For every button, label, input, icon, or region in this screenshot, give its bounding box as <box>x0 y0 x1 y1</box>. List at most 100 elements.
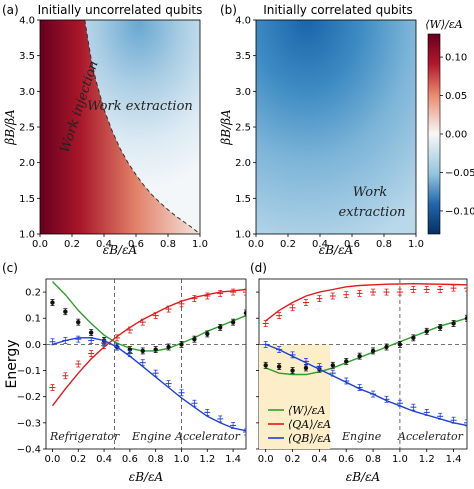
x-tick-label: 0.0 <box>248 239 264 250</box>
x-tick-label: 0.6 <box>122 454 138 465</box>
panel-a-axes: 0.0 0.2 0.4 0.6 0.8 1.0 1.0 1.5 2.0 2.5 3.0 3.5 4.0 <box>19 16 208 251</box>
x-tick-label: 0.8 <box>376 239 392 250</box>
panel-c-xlabel: εB/εA <box>129 470 164 484</box>
colorbar-tick-label: 0.10 <box>445 53 467 64</box>
y-tick-label: 2.0 <box>235 158 251 169</box>
x-tick-label: 0.8 <box>160 239 176 250</box>
panel-d-region-engine: Engine <box>341 430 382 443</box>
x-tick-label: 0.2 <box>285 454 301 465</box>
x-tick-label: 0.0 <box>44 454 60 465</box>
panel-b-extraction-region <box>256 20 416 234</box>
y-tick-label: 4.0 <box>19 16 35 27</box>
y-tick-label: −0.1 <box>17 366 41 377</box>
panel-b-xlabel: εB/εA <box>319 243 354 257</box>
y-tick-label: 3.0 <box>19 87 35 98</box>
panel-d-label: (d) <box>250 261 267 275</box>
panel-a-annotation-extraction-line1: Work extraction <box>87 99 193 114</box>
x-tick-label: 0.6 <box>344 239 360 250</box>
y-tick-label: 3.0 <box>235 87 251 98</box>
panel-c-plot: 0.0 0.2 0.4 0.6 0.8 1.0 1.2 1.4 0.2 0.1 0.0 −0.1 −0.… <box>4 278 247 484</box>
y-tick-label: −0.3 <box>17 418 41 429</box>
panel-a-heatmap: Work injection Work extraction 0.0 0.2 0.4… <box>3 16 208 258</box>
panel-d-legend: ⟨W⟩/εA⟨QA⟩/εA⟨QB⟩/εA <box>268 404 331 445</box>
panel-c-region-engine: Engine <box>131 430 172 443</box>
panel-a-ylabel: βB/βA <box>3 109 17 146</box>
data-point <box>243 310 246 316</box>
panel-b-annotation-work: Work <box>353 185 388 200</box>
y-tick-label: 2.5 <box>235 123 251 134</box>
panel-c-ylabel: Energy <box>4 339 20 388</box>
x-tick-label: 0.0 <box>32 239 48 250</box>
x-tick-label: 0.8 <box>365 454 381 465</box>
panel-c-region-refrigerator: Refrigerator <box>49 430 120 443</box>
x-tick-label: 0.4 <box>311 454 327 465</box>
panel-b-label: (b) <box>220 3 237 17</box>
panel-a-title: Initially uncorrelated qubits <box>38 3 203 17</box>
colorbar-tick-label: 0.00 <box>445 130 467 141</box>
x-tick-label: 0.2 <box>64 239 80 250</box>
shaded-band <box>259 344 331 449</box>
y-tick-label: 1.0 <box>19 230 35 241</box>
panel-d-region-accelerator: Accelerator <box>397 430 464 443</box>
legend-label: ⟨QB⟩/εA <box>288 432 331 445</box>
panel-c-label: (c) <box>2 261 18 275</box>
y-tick-label: 1.5 <box>235 194 251 205</box>
series-line-0 <box>52 281 246 352</box>
panel-b-annotation-extraction: extraction <box>338 205 405 220</box>
colorbar-tick-label: −0.05 <box>445 168 474 179</box>
series-line-0 <box>265 317 467 376</box>
y-tick-label: 0.2 <box>25 288 41 299</box>
y-tick-label: 3.5 <box>235 51 251 62</box>
y-tick-label: −0.4 <box>17 445 41 456</box>
x-tick-label: 1.4 <box>446 454 462 465</box>
colorbar-tick-label: −0.10 <box>445 206 474 217</box>
colorbar-tick-label: 0.05 <box>445 91 467 102</box>
x-tick-label: 1.0 <box>174 454 190 465</box>
x-tick-label: 0.2 <box>70 454 86 465</box>
panel-d-plot: 0.0 0.2 0.4 0.6 0.8 1.0 1.2 1.4 Engine Accelera… <box>256 278 468 484</box>
legend-label: ⟨W⟩/εA <box>288 404 325 417</box>
series-line-2 <box>52 337 246 432</box>
panel-d-axes: 0.0 0.2 0.4 0.6 0.8 1.0 1.2 1.4 <box>256 291 462 465</box>
y-tick-label: 1.0 <box>235 230 251 241</box>
panel-a-label: (a) <box>2 3 19 17</box>
series-line-2 <box>265 343 467 427</box>
data-point <box>464 316 467 321</box>
x-tick-label: 0.4 <box>96 454 112 465</box>
x-tick-label: 0.2 <box>280 239 296 250</box>
colorbar-scale <box>427 33 441 235</box>
panel-a-injection-region <box>40 20 200 234</box>
panel-d-xlabel: εB/εA <box>346 470 381 484</box>
x-tick-label: 1.2 <box>199 454 215 465</box>
x-tick-label: 1.0 <box>192 239 208 250</box>
panel-b-ylabel: βB/βA <box>219 109 233 146</box>
x-tick-label: 0.6 <box>338 454 354 465</box>
series-line-1 <box>265 282 467 322</box>
colorbar: ⟨W⟩/εA 0.10 0.05 0.00 −0.05 −0.10 <box>425 18 474 235</box>
y-tick-label: 1.5 <box>19 194 35 205</box>
panel-a-boundary-curve <box>84 19 201 235</box>
panel-d-shaded-region <box>259 344 331 449</box>
x-tick-label: 0.4 <box>96 239 112 250</box>
x-tick-label: 1.0 <box>392 454 408 465</box>
y-tick-label: 3.5 <box>19 51 35 62</box>
y-tick-label: −0.2 <box>17 392 41 403</box>
panel-d-series <box>259 279 467 449</box>
panel-b-heatmap: Work extraction 0.0 0.2 0.4 0.6 0.8 1.0 1.0 1.5… <box>219 16 424 258</box>
panel-a-annotation-extraction: Work extraction <box>87 99 193 114</box>
x-tick-label: 0.6 <box>128 239 144 250</box>
colorbar-label: ⟨W⟩/εA <box>425 18 462 31</box>
colorbar-ticks: 0.10 0.05 0.00 −0.05 −0.10 <box>440 53 474 217</box>
panel-b-title: Initially correlated qubits <box>263 3 413 17</box>
y-tick-label: 2.5 <box>19 123 35 134</box>
y-tick-label: 0.1 <box>25 314 41 325</box>
panel-a-xlabel: εB/εA <box>103 243 138 257</box>
panel-c-region-accelerator: Accelerator <box>174 430 241 443</box>
panel-c-series <box>46 279 246 449</box>
y-tick-label: 4.0 <box>235 16 251 27</box>
panel-c-axes: 0.0 0.2 0.4 0.6 0.8 1.0 1.2 1.4 0.2 0.1 0.0 −0.1 −0.… <box>17 288 241 465</box>
x-tick-label: 1.4 <box>225 454 241 465</box>
legend-label: ⟨QA⟩/εA <box>288 418 331 431</box>
x-tick-label: 1.0 <box>408 239 424 250</box>
y-tick-label: 0.0 <box>25 340 41 351</box>
